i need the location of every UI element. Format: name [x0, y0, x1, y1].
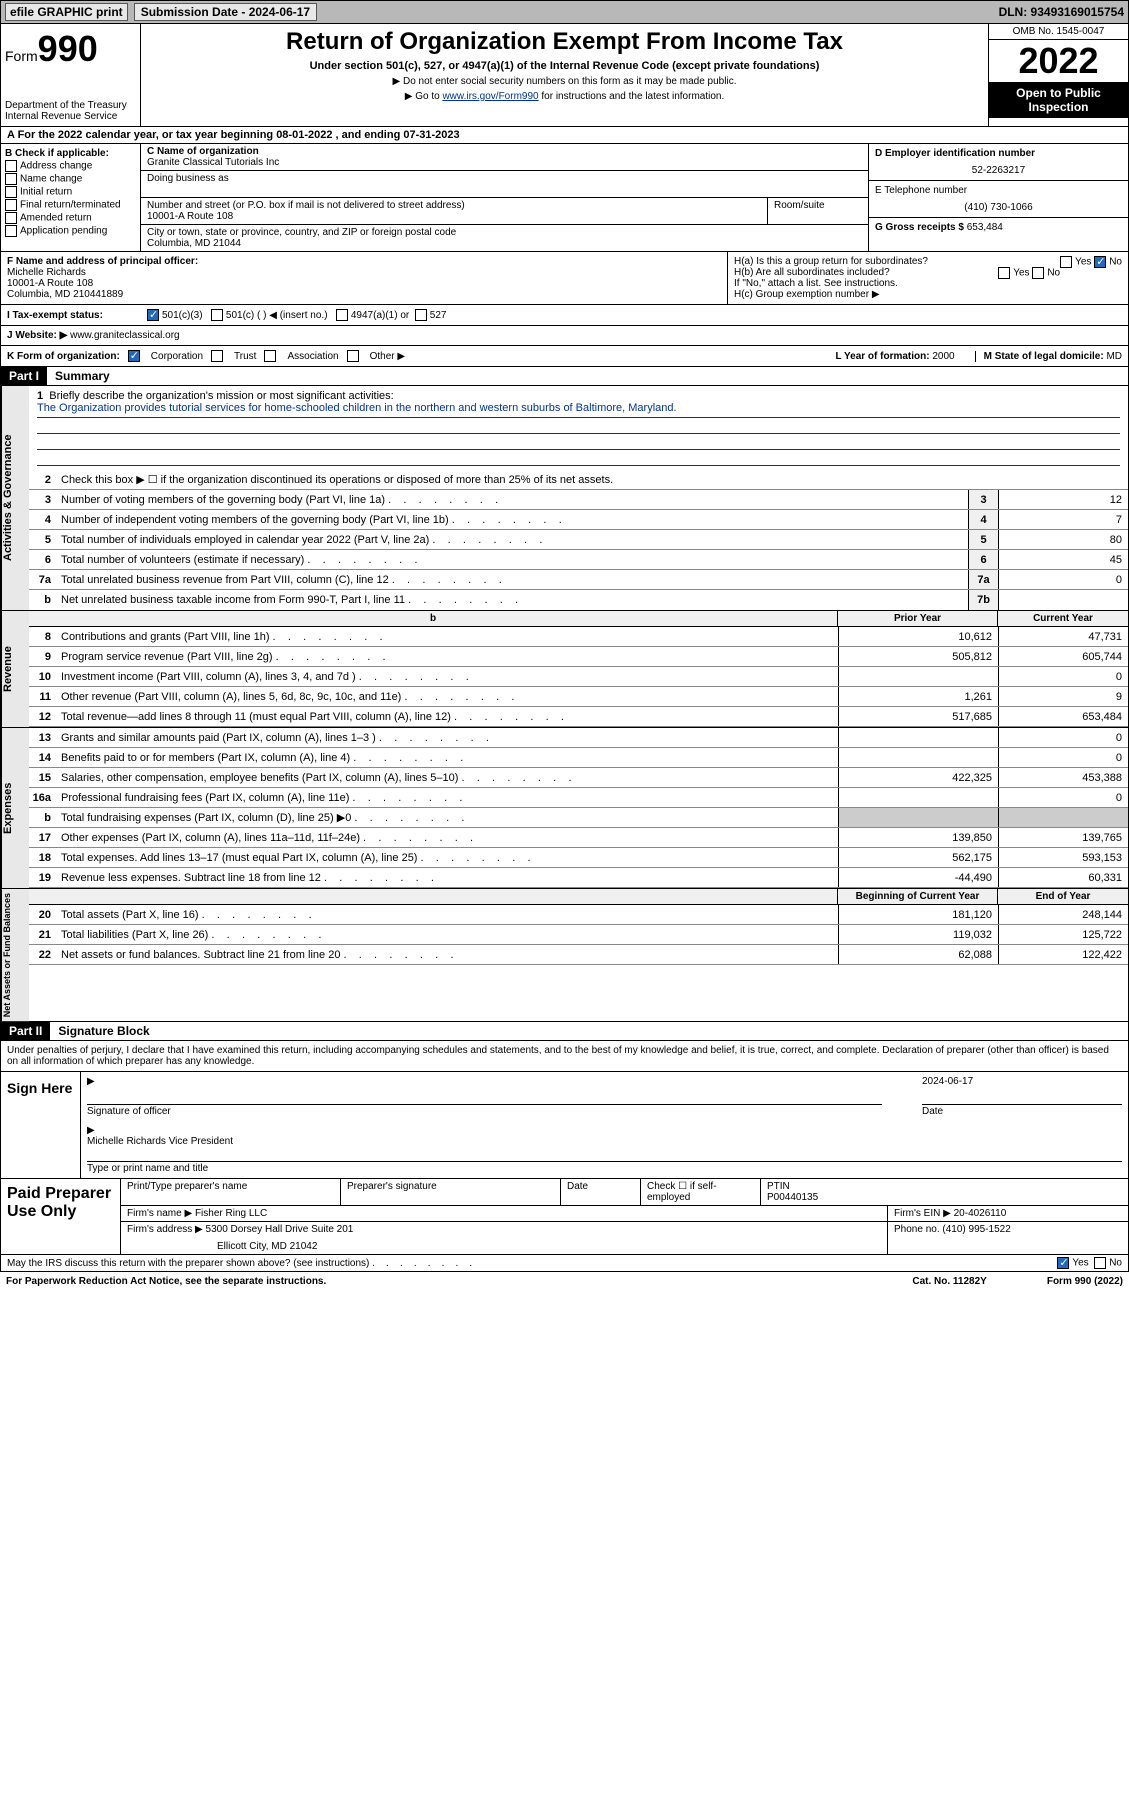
summary-line: 15Salaries, other compensation, employee… [29, 768, 1128, 788]
summary-revenue: Revenue b Prior Year Current Year 8Contr… [0, 611, 1129, 728]
summary-governance: Activities & Governance 1 Briefly descri… [0, 386, 1129, 611]
mission-text: The Organization provides tutorial servi… [37, 402, 1120, 418]
line-j: J Website: ▶ www.graniteclassical.org [0, 326, 1129, 346]
current-year-header: Current Year [998, 611, 1128, 626]
firm-ein: 20-4026110 [954, 1208, 1007, 1219]
summary-line: 17Other expenses (Part IX, column (A), l… [29, 828, 1128, 848]
summary-netassets: Net Assets or Fund Balances Beginning of… [0, 889, 1129, 1022]
telephone: (410) 730-1066 [875, 202, 1122, 213]
section-b: B Check if applicable: Address change Na… [1, 144, 141, 251]
section-c: C Name of organization Granite Classical… [141, 144, 868, 251]
efile-print-button[interactable]: efile GRAPHIC print [5, 3, 128, 21]
begin-year-header: Beginning of Current Year [838, 889, 998, 904]
col-b-header: b [29, 611, 838, 626]
org-address: 10001-A Route 108 [147, 211, 761, 222]
link-note: ▶ Go to www.irs.gov/Form990 for instruct… [149, 91, 980, 102]
prior-year-header: Prior Year [838, 611, 998, 626]
part1-header: Part ISummary [0, 367, 1129, 386]
section-h: H(a) Is this a group return for subordin… [728, 252, 1128, 304]
summary-line: 6Total number of volunteers (estimate if… [29, 550, 1128, 570]
omb-number: OMB No. 1545-0047 [989, 24, 1128, 40]
summary-line: bNet unrelated business taxable income f… [29, 590, 1128, 610]
summary-line: 16aProfessional fundraising fees (Part I… [29, 788, 1128, 808]
form-subtitle: Under section 501(c), 527, or 4947(a)(1)… [149, 60, 980, 72]
summary-line: 18Total expenses. Add lines 13–17 (must … [29, 848, 1128, 868]
form-title: Return of Organization Exempt From Incom… [149, 28, 980, 56]
summary-line: 8Contributions and grants (Part VIII, li… [29, 627, 1128, 647]
summary-line: 12Total revenue—add lines 8 through 11 (… [29, 707, 1128, 727]
inspection-badge: Open to Public Inspection [989, 82, 1128, 118]
ein: 52-2263217 [875, 165, 1122, 176]
summary-line: 11Other revenue (Part VIII, column (A), … [29, 687, 1128, 707]
summary-line: 10Investment income (Part VIII, column (… [29, 667, 1128, 687]
summary-line: 9Program service revenue (Part VIII, lin… [29, 647, 1128, 667]
sidelabel-netassets: Net Assets or Fund Balances [1, 889, 29, 1021]
block-bcd: B Check if applicable: Address change Na… [0, 144, 1129, 252]
firm-name: Fisher Ring LLC [195, 1208, 267, 1219]
end-year-header: End of Year [998, 889, 1128, 904]
summary-line: 3Number of voting members of the governi… [29, 490, 1128, 510]
footer: For Paperwork Reduction Act Notice, see … [0, 1272, 1129, 1291]
line-k: K Form of organization: Corporation Trus… [0, 346, 1129, 367]
summary-line: 13Grants and similar amounts paid (Part … [29, 728, 1128, 748]
ptin: P00440135 [767, 1192, 1122, 1203]
submission-date: Submission Date - 2024-06-17 [134, 3, 317, 21]
topbar: efile GRAPHIC print Submission Date - 20… [0, 0, 1129, 24]
firm-phone: (410) 995-1522 [942, 1224, 1010, 1235]
summary-line: 5Total number of individuals employed in… [29, 530, 1128, 550]
sidelabel-expenses: Expenses [1, 728, 29, 888]
sidelabel-revenue: Revenue [1, 611, 29, 727]
dept-label: Department of the Treasury Internal Reve… [5, 100, 136, 122]
section-d: D Employer identification number 52-2263… [868, 144, 1128, 251]
summary-expenses: Expenses 13Grants and similar amounts pa… [0, 728, 1129, 889]
summary-line: 20Total assets (Part X, line 16)181,1202… [29, 905, 1128, 925]
block-fgh: F Name and address of principal officer:… [0, 252, 1129, 305]
row-a-tax-year: A For the 2022 calendar year, or tax yea… [0, 127, 1129, 144]
officer-name: Michelle Richards [7, 267, 721, 278]
discuss-row: May the IRS discuss this return with the… [0, 1255, 1129, 1272]
website: www.graniteclassical.org [70, 330, 180, 341]
summary-line: bTotal fundraising expenses (Part IX, co… [29, 808, 1128, 828]
ssn-note: ▶ Do not enter social security numbers o… [149, 76, 980, 87]
summary-line: 4Number of independent voting members of… [29, 510, 1128, 530]
paid-preparer-block: Paid Preparer Use Only Print/Type prepar… [0, 1179, 1129, 1255]
gross-receipts: 653,484 [967, 222, 1003, 233]
sign-date: 2024-06-17 [922, 1076, 1122, 1090]
part2-header: Part IISignature Block [0, 1022, 1129, 1041]
sidelabel-governance: Activities & Governance [1, 386, 29, 610]
dln: DLN: 93493169015754 [999, 5, 1124, 19]
penalty-statement: Under penalties of perjury, I declare th… [0, 1041, 1129, 1072]
summary-line: 21Total liabilities (Part X, line 26)119… [29, 925, 1128, 945]
firm-address: 5300 Dorsey Hall Drive Suite 201 [206, 1224, 354, 1235]
tax-year: 2022 [989, 40, 1128, 82]
summary-line: 7aTotal unrelated business revenue from … [29, 570, 1128, 590]
org-city: Columbia, MD 21044 [147, 238, 862, 249]
section-f: F Name and address of principal officer:… [1, 252, 728, 304]
line-i: I Tax-exempt status: 501(c)(3) 501(c) ( … [0, 305, 1129, 326]
summary-line: 19Revenue less expenses. Subtract line 1… [29, 868, 1128, 888]
form-number: Form990 [5, 28, 136, 70]
summary-line: 22Net assets or fund balances. Subtract … [29, 945, 1128, 965]
summary-line: 14Benefits paid to or for members (Part … [29, 748, 1128, 768]
sign-here-block: Sign Here ▶ Signature of officer 2024-06… [0, 1072, 1129, 1179]
officer-name-title: Michelle Richards Vice President [87, 1136, 1122, 1147]
org-name: Granite Classical Tutorials Inc [147, 157, 862, 168]
irs-link[interactable]: www.irs.gov/Form990 [442, 91, 538, 102]
form-header: Form990 Department of the Treasury Inter… [0, 24, 1129, 127]
